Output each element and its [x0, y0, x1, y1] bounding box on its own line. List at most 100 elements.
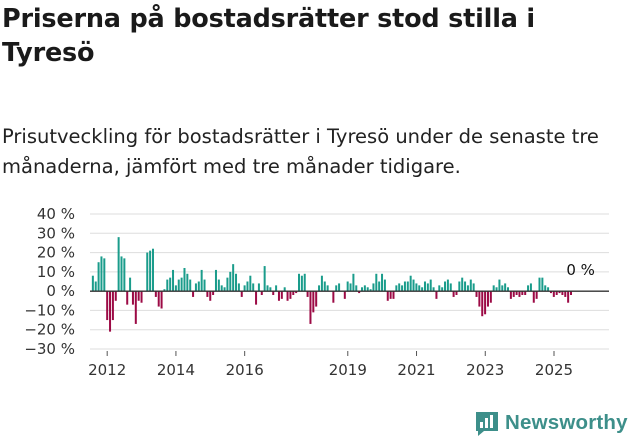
- bar: [295, 291, 298, 294]
- bar: [478, 291, 481, 307]
- bar: [452, 291, 455, 297]
- bar: [512, 291, 515, 297]
- bar: [538, 277, 541, 292]
- bar: [255, 291, 258, 305]
- bar: [524, 291, 527, 295]
- bar: [412, 279, 415, 292]
- bar: [286, 291, 289, 301]
- bar: [140, 291, 143, 303]
- x-tick-label: 2019: [329, 361, 367, 379]
- bar: [94, 281, 97, 292]
- bar: [552, 291, 555, 297]
- bar: [355, 285, 358, 292]
- bar: [386, 291, 389, 301]
- bar: [495, 287, 498, 292]
- bar: [229, 271, 232, 292]
- bar: [232, 264, 235, 292]
- brand-name: Newsworthy: [505, 411, 628, 434]
- bar: [475, 291, 478, 297]
- bar: [441, 287, 444, 292]
- x-axis: 2012 2014 2016 2019 2021 2023 2025: [88, 351, 573, 379]
- bar: [349, 283, 352, 292]
- bar: [111, 291, 114, 321]
- bar: [389, 291, 392, 299]
- y-tick-label: −10 %: [24, 301, 75, 319]
- bar: [403, 281, 406, 292]
- bar: [246, 281, 249, 292]
- y-tick-label: 20 %: [37, 244, 75, 262]
- bar: [449, 283, 452, 292]
- bar: [507, 287, 510, 292]
- bar: [212, 291, 215, 295]
- bar: [123, 258, 126, 292]
- bar: [363, 285, 366, 292]
- bar: [129, 277, 132, 292]
- bar: [318, 285, 321, 292]
- bar: [160, 291, 163, 309]
- bar: [157, 291, 160, 307]
- bar: [260, 291, 263, 295]
- bar: [91, 275, 94, 292]
- x-tick-label: 2014: [157, 361, 195, 379]
- y-tick-label: −30 %: [24, 340, 75, 358]
- bar: [200, 269, 203, 292]
- bar: [535, 291, 538, 299]
- latest-value-annotation: 0 %: [566, 261, 595, 279]
- bar: [189, 279, 192, 292]
- bar: [237, 283, 240, 292]
- bar: [326, 285, 329, 292]
- bar: [409, 275, 412, 292]
- y-axis: 40 %30 % 20 %10 %0 %−10 % −20 %−30 %: [24, 205, 75, 358]
- bar: [263, 266, 266, 292]
- bar: [332, 291, 335, 303]
- bar: [395, 285, 398, 292]
- bar: [346, 281, 349, 292]
- bar: [206, 291, 209, 297]
- bar: [438, 285, 441, 292]
- y-tick-label: 30 %: [37, 224, 75, 242]
- y-tick-label: −20 %: [24, 321, 75, 339]
- bar: [226, 277, 229, 292]
- bar: [186, 273, 189, 292]
- bar: [532, 291, 535, 303]
- bar: [240, 291, 243, 297]
- bar: [444, 281, 447, 292]
- bar: [461, 277, 464, 292]
- bar: [432, 287, 435, 292]
- bar: [466, 285, 469, 292]
- bar: [323, 281, 326, 292]
- bar: [214, 269, 217, 292]
- bar: [398, 283, 401, 292]
- bar: [455, 291, 458, 295]
- bar: [335, 285, 338, 292]
- bar: [484, 291, 487, 315]
- bar: [458, 281, 461, 292]
- bar: [555, 291, 558, 295]
- bar: [383, 279, 386, 292]
- bar: [137, 291, 140, 301]
- price-change-chart: 40 %30 %20 %10 %0 %−10 %−20 %−30 % 2012 2…: [24, 205, 609, 379]
- x-tick-label: 2021: [397, 361, 435, 379]
- bar: [120, 256, 123, 292]
- bar: [492, 285, 495, 292]
- bar: [558, 291, 561, 294]
- bar: [306, 291, 309, 297]
- bar: [527, 285, 530, 292]
- bar: [564, 291, 567, 297]
- bar: [289, 291, 292, 299]
- bar: [197, 281, 200, 292]
- bar: [275, 285, 278, 292]
- bar: [375, 273, 378, 292]
- bar: [446, 279, 449, 292]
- bar: [360, 287, 363, 292]
- bar: [280, 291, 283, 299]
- bar: [547, 287, 550, 292]
- bar: [183, 268, 186, 292]
- page-subtitle: Prisutveckling för bostadsrätter i Tyres…: [2, 125, 599, 178]
- bar: [100, 256, 103, 292]
- bar: [358, 291, 361, 294]
- x-tick-label: 2023: [466, 361, 504, 379]
- bar: [423, 281, 426, 292]
- bar: [303, 273, 306, 292]
- bar: [151, 248, 154, 292]
